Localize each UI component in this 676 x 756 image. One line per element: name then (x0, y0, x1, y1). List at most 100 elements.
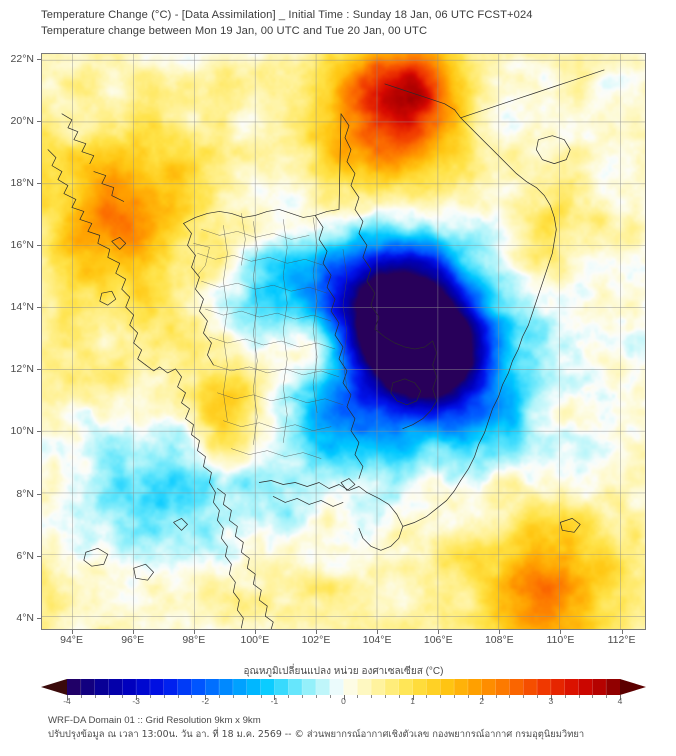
x-axis-tick-label: 106°E (423, 634, 453, 646)
x-axis-tick-label: 112°E (607, 634, 636, 646)
colorbar-minor-tick (564, 695, 566, 698)
lat-lon-gridlines (42, 54, 645, 629)
y-axis-tick-mark (37, 307, 41, 309)
colorbar-minor-tick (578, 695, 580, 698)
colorbar-minor-tick (288, 695, 290, 698)
y-axis-tick-mark (37, 555, 41, 557)
x-axis-tick-mark (132, 630, 134, 634)
y-axis-tick-label: 4°N (16, 611, 34, 624)
x-axis-tick-mark (560, 630, 562, 634)
y-axis-tick-label: 18°N (10, 177, 34, 190)
y-axis-tick-mark (37, 245, 41, 247)
colorbar-major-tick (205, 695, 207, 700)
footer-line-model-info: WRF-DA Domain 01 :: Grid Resolution 9km … (48, 715, 261, 726)
y-axis-tick-label: 22°N (10, 53, 34, 66)
colorbar-minor-tick (329, 695, 331, 698)
y-axis-tick-label: 8°N (16, 487, 34, 500)
y-axis-tick-label: 12°N (10, 363, 34, 376)
x-axis-tick-label: 100°E (240, 634, 270, 646)
colorbar-major-tick (67, 695, 68, 700)
y-axis-tick-mark (37, 369, 41, 371)
colorbar-tick-label: -4 (63, 696, 71, 706)
x-axis-tick-mark (254, 630, 256, 634)
colorbar-tick-label: 3 (548, 696, 554, 706)
colorbar-minor-tick (523, 695, 525, 698)
x-axis-tick-label: 94°E (60, 634, 83, 646)
x-axis-tick-label: 104°E (362, 634, 392, 646)
colorbar-minor-tick (191, 695, 193, 698)
colorbar-minor-tick (440, 695, 442, 698)
colorbar-minor-tick (150, 695, 151, 698)
chart-title-block: Temperature Change (°C) - [Data Assimila… (41, 8, 661, 39)
temperature-anomaly-field (42, 54, 645, 629)
x-axis-tick-mark (377, 630, 379, 634)
colorbar-major-tick (550, 695, 552, 700)
x-axis-tick-mark (316, 630, 317, 634)
colorbar-tick-label: -3 (132, 696, 140, 706)
colorbar-minor-tick (177, 695, 179, 698)
colorbar-minor-tick (385, 695, 386, 698)
colorbar-minor-tick (232, 695, 234, 698)
colorbar-minor-tick (94, 695, 96, 698)
x-axis-tick-label: 102°E (301, 634, 331, 646)
x-axis-tick-label: 96°E (121, 634, 145, 646)
y-axis-tick-mark (37, 431, 41, 433)
colorbar-minor-tick (495, 695, 497, 698)
colorbar-tick-label: 1 (410, 696, 415, 706)
colorbar-major-tick (412, 695, 414, 700)
map-plot-area (41, 53, 646, 630)
colorbar-minor-tick (302, 695, 303, 698)
colorbar-minor-tick (398, 695, 400, 698)
x-axis-tick-mark (621, 630, 623, 634)
y-axis-tick-mark (37, 59, 41, 61)
colorbar-swatches (41, 679, 646, 695)
y-axis-tick-label: 20°N (10, 115, 34, 128)
colorbar-minor-tick (357, 695, 359, 698)
colorbar-minor-tick (219, 695, 221, 698)
y-axis-tick-label: 14°N (10, 301, 34, 314)
colorbar-minor-tick (454, 695, 456, 698)
y-axis-tick-mark (37, 121, 41, 123)
x-axis-tick-label: 110°E (546, 634, 575, 646)
colorbar-tick-label: 4 (617, 696, 623, 706)
y-axis-tick-label: 10°N (10, 425, 34, 438)
chart-title-line1: Temperature Change (°C) - [Data Assimila… (41, 9, 533, 21)
colorbar-minor-tick (80, 695, 82, 698)
colorbar-minor-tick (509, 695, 511, 698)
x-axis-tick-mark (193, 630, 195, 634)
colorbar-title: อุณหภูมิเปลี่ยนแปลง หน่วย องศาเซลเซียส (… (243, 666, 444, 677)
coastline-borders-overlay (47, 69, 605, 629)
y-axis-tick-label: 16°N (10, 239, 34, 252)
colorbar-minor-tick (260, 695, 262, 698)
colorbar-minor-tick (467, 695, 469, 698)
colorbar: อุณหภูมิเปลี่ยนแปลง หน่วย องศาเซลเซียส (… (41, 665, 646, 707)
footer-line-credits: ปรับปรุงข้อมูล ณ เวลา 13:00น. วัน อา. ที… (48, 729, 585, 740)
colorbar-tick-label: 2 (479, 696, 485, 706)
x-axis-tick-label: 108°E (484, 634, 514, 646)
colorbar-major-tick (136, 695, 138, 700)
colorbar-minor-tick (426, 695, 428, 698)
colorbar-minor-tick (246, 695, 248, 698)
y-axis-tick-mark (37, 617, 41, 619)
colorbar-tick-label: 0 (341, 696, 346, 706)
chart-title-line2: Temperature change between Mon 19 Jan, 0… (41, 24, 428, 37)
colorbar-minor-tick (371, 695, 373, 698)
colorbar-tick-label: -2 (201, 696, 210, 706)
colorbar-major-tick (274, 695, 276, 700)
colorbar-minor-tick (108, 695, 110, 698)
x-axis-tick-mark (499, 630, 501, 634)
colorbar-minor-tick (592, 695, 594, 698)
colorbar-minor-tick (122, 695, 124, 698)
x-axis-tick-mark (438, 630, 440, 634)
colorbar-major-tick (481, 695, 483, 700)
colorbar-minor-tick (315, 695, 317, 698)
x-axis-tick-mark (71, 630, 73, 634)
colorbar-minor-tick (163, 695, 165, 698)
colorbar-major-tick (343, 695, 345, 700)
colorbar-major-tick (620, 695, 621, 700)
colorbar-tick-label: -1 (270, 696, 279, 706)
y-axis-tick-mark (37, 493, 41, 495)
y-axis-tick-label: 6°N (16, 549, 34, 562)
y-axis-tick-mark (37, 183, 41, 185)
